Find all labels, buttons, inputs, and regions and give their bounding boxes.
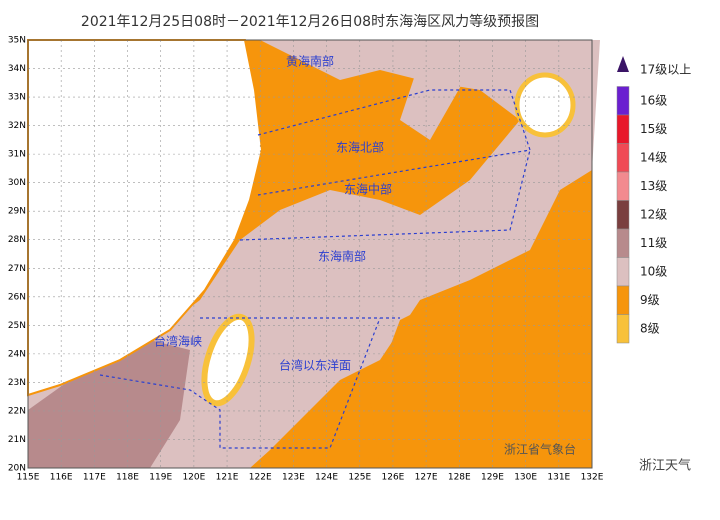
- lon-label: 127E: [415, 473, 438, 483]
- legend-label: 16级: [640, 93, 667, 107]
- lon-label: 125E: [348, 473, 371, 483]
- legend-label: 17级以上: [640, 63, 691, 77]
- lon-label: 117E: [83, 473, 106, 483]
- legend-label: 12级: [640, 207, 667, 221]
- lon-label: 115E: [17, 473, 40, 483]
- lat-label: 28N: [8, 235, 26, 245]
- lat-label: 29N: [8, 207, 26, 217]
- region-border: [99, 317, 381, 449]
- region-label: 东海北部: [336, 140, 384, 155]
- legend-arrow: [617, 56, 629, 72]
- lat-label: 25N: [8, 321, 26, 331]
- legend-swatch: [616, 314, 630, 344]
- lat-label: 35N: [8, 36, 26, 46]
- legend-label: 11级: [640, 236, 667, 250]
- lat-label: 30N: [8, 178, 26, 188]
- lat-label: 33N: [8, 93, 26, 103]
- legend-swatch: [616, 200, 630, 230]
- lat-label: 31N: [8, 150, 26, 160]
- lat-label: 23N: [8, 378, 26, 388]
- legend: 17级以上 16级 15级 14级 13级 12级 11级 10级 9级 8级: [616, 56, 691, 344]
- lon-label: 126E: [382, 473, 405, 483]
- legend-swatch: [616, 143, 630, 173]
- lat-label: 32N: [8, 121, 26, 131]
- region-label: 台湾海峡: [154, 334, 202, 349]
- lat-label: 27N: [8, 264, 26, 274]
- lon-label: 130E: [514, 473, 537, 483]
- sea-10: [400, 60, 470, 140]
- legend-label: 9级: [640, 293, 660, 307]
- legend-swatch: [616, 257, 630, 287]
- land: [27, 39, 264, 397]
- region-label: 东海中部: [344, 182, 392, 197]
- legend-swatch: [616, 171, 630, 201]
- lon-label: 124E: [315, 473, 338, 483]
- lat-label: 22N: [8, 406, 26, 416]
- watermark: 浙江天气: [639, 458, 691, 474]
- lon-label: 121E: [216, 473, 239, 483]
- lon-label: 128E: [448, 473, 471, 483]
- lat-label: 26N: [8, 292, 26, 302]
- legend-label: 13级: [640, 179, 667, 193]
- lat-label: 21N: [8, 435, 26, 445]
- lat-label: 24N: [8, 349, 26, 359]
- lon-label: 119E: [149, 473, 172, 483]
- legend-label: 8级: [640, 321, 660, 335]
- legend-swatch: [616, 285, 630, 315]
- frame: [27, 39, 593, 469]
- legend-label: 15级: [640, 122, 667, 136]
- lon-label: 116E: [50, 473, 73, 483]
- lon-label: 122E: [249, 473, 272, 483]
- lon-label: 129E: [481, 473, 504, 483]
- source: 浙江省气象台: [504, 442, 576, 457]
- region-label: 东海南部: [318, 249, 366, 264]
- sea-9: [370, 290, 592, 468]
- region-label: 台湾以东洋面: [279, 358, 351, 373]
- region-label: 黄海南部: [286, 54, 334, 69]
- lon-label: 120E: [182, 473, 205, 483]
- legend-swatch: [616, 114, 630, 144]
- legend-label: 14级: [640, 150, 667, 164]
- legend-label: 10级: [640, 264, 667, 278]
- sea-11: [28, 340, 190, 468]
- lon-label: 123E: [282, 473, 305, 483]
- map: [27, 39, 600, 469]
- region-border: [239, 149, 531, 241]
- lon-label: 118E: [116, 473, 139, 483]
- legend-swatch: [616, 228, 630, 258]
- lon-label: 131E: [547, 473, 570, 483]
- legend-swatch: [616, 86, 630, 116]
- lat-label: 34N: [8, 64, 26, 74]
- title: 2021年12月25日08时－2021年12月26日08时东海海区风力等级预报图: [81, 13, 539, 30]
- lon-label: 132E: [581, 473, 604, 483]
- lat-label: 20N: [8, 464, 26, 474]
